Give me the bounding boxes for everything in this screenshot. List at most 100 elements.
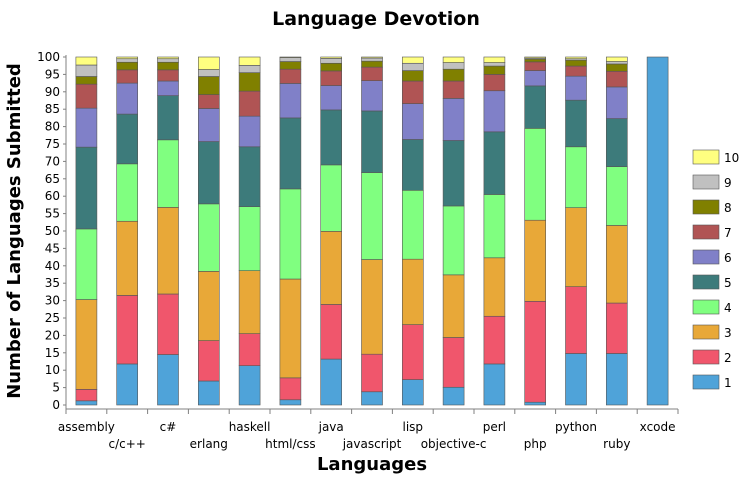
bar-segment [238,90,261,117]
bar-segment [320,62,343,72]
bar-segment [157,80,179,96]
x-tick-label: javascript [342,437,402,451]
bar-segment [401,62,424,71]
bar-segment [279,377,302,401]
bar-segment [401,80,424,104]
bar-segment [605,225,628,304]
x-tick-label: c# [160,420,177,434]
bar-segment [524,58,547,63]
bar-segment [279,188,302,280]
bar-segment [198,203,220,272]
y-axis-title: Number of Languages Submitted [4,63,25,399]
bar-segment [320,231,343,305]
bar-segment [157,139,179,208]
bar-segment [442,68,465,82]
bar-segment [279,68,302,84]
bar-segment [401,103,424,140]
bar-segment [565,286,587,354]
bar-segment [361,110,383,173]
x-axis-title: Languages [317,454,427,475]
y-tick-label: 35 [45,276,60,290]
bar-segment [238,72,261,92]
bar-segment [75,107,98,148]
bar-segment [401,189,424,260]
bar-segment [279,117,302,190]
bar-segment [361,60,383,68]
bar-segment [483,74,506,92]
bar-segment [361,57,383,62]
bar-segment [646,56,669,406]
bar-segment [361,353,383,393]
bar-segment [238,270,261,334]
bar-segment [524,56,547,59]
bar-segment [75,64,98,77]
bar-segment [238,65,261,73]
legend-swatch [692,324,720,340]
bar-segment [116,220,138,296]
bar-segment [361,80,383,112]
x-tick-label: java [318,420,344,434]
y-tick-label: 40 [45,259,60,273]
bar-segment [157,95,179,141]
x-tick-label: html/css [265,437,315,451]
legend-label: 5 [724,276,732,290]
bar-segment [157,61,179,71]
bar-segment [442,140,465,207]
bar-segment [605,86,628,119]
x-tick-label: erlang [190,437,228,451]
x-tick-label: xcode [640,420,676,434]
y-tick-label: 65 [45,172,60,186]
bar-segment [605,353,628,406]
bar-segment [483,56,506,63]
bar-segment [483,90,506,133]
bar-segment [75,76,98,85]
bar-segment [116,82,138,115]
bar-segment [116,295,138,365]
bar-segment [320,58,343,64]
y-tick-label: 15 [45,346,60,360]
bar-segment [442,62,465,70]
bar-segment [157,56,179,60]
bar-segment [605,70,628,88]
bar-segment [401,56,424,64]
bar-segment [565,99,587,148]
y-tick-label: 75 [45,137,60,151]
bar-segment [75,299,98,390]
bar-segment [483,194,506,259]
bar-segment [320,109,343,166]
bar-segment [401,258,424,325]
bar-segment [605,166,628,226]
bar-segment [442,98,465,141]
bar-segment [483,363,506,406]
y-tick-label: 25 [45,311,60,325]
bar-segment [238,365,261,406]
legend-label: 2 [724,351,732,365]
bar-segment [116,363,138,406]
bar-segment [116,69,138,84]
bar-segment [320,304,343,360]
bar-segment [361,259,383,355]
bar-segment [238,56,261,66]
x-tick-label: ruby [603,437,630,451]
bar-segment [116,163,138,222]
bar-segment [157,293,179,355]
bar-segment [157,207,179,295]
bar-segment [320,164,343,232]
x-tick-label: php [524,437,547,451]
bar-segment [524,128,547,221]
legend-swatch [692,249,720,265]
bar-segment [524,85,547,129]
bar-segment [483,257,506,317]
y-tick-label: 55 [45,207,60,221]
bar-segment [565,59,587,67]
x-tick-label: assembly [58,420,115,434]
legend-swatch [692,149,720,165]
bar-segment [565,56,587,60]
bar-segment [75,146,98,230]
bar-segment [401,379,424,406]
bar-segment [238,206,261,271]
legend-label: 6 [724,251,732,265]
bar-segment [198,380,220,406]
bar-segment [483,131,506,195]
